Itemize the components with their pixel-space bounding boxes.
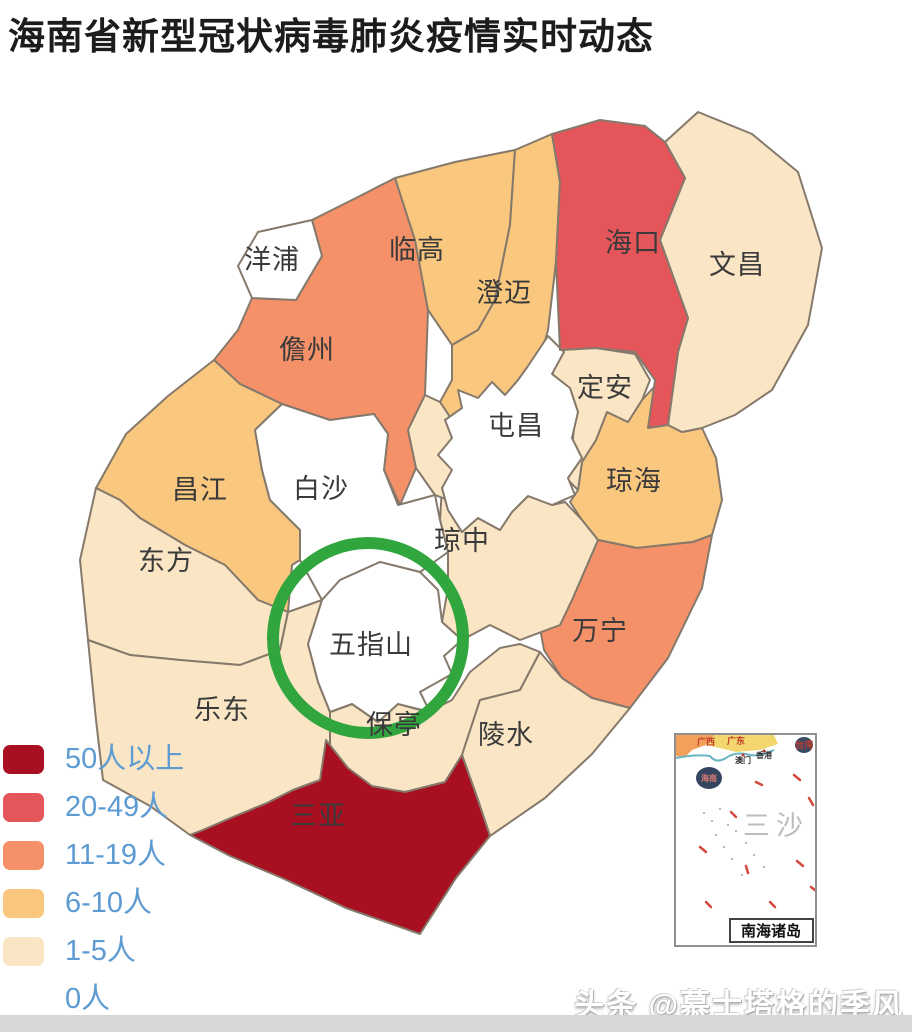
inset-label: 澳门 xyxy=(735,755,751,765)
legend-label: 50人以上 xyxy=(65,743,185,775)
south-china-sea-inset: 广西 广东澳门 香港 台湾海南 三沙 南海诸岛 xyxy=(674,733,817,947)
inset-taiwan-blob xyxy=(795,737,813,753)
region-yangpu[interactable] xyxy=(237,219,323,301)
region-haikou[interactable] xyxy=(551,119,689,429)
legend-label: 1-5人 xyxy=(65,935,136,967)
nanhai-islands-label: 南海诸岛 xyxy=(741,922,801,940)
legend-swatch xyxy=(3,745,44,774)
legend-label: 20-49人 xyxy=(65,791,169,823)
inset-sansha-label: 三沙 xyxy=(743,811,809,841)
inset-label: 台湾 xyxy=(795,739,813,750)
inset-hainan-blob xyxy=(696,767,722,789)
region-wuzhishan[interactable] xyxy=(307,561,463,723)
legend-swatch xyxy=(3,985,44,1014)
inset-guangxi-shape xyxy=(676,735,714,758)
legend-item-3: 11-19人 xyxy=(3,841,184,870)
legend-label: 6-10人 xyxy=(65,887,153,919)
legend-swatch xyxy=(3,889,44,918)
legend-swatch xyxy=(3,793,44,822)
legend-item-6: 0人 xyxy=(3,985,184,1014)
inset-label: 香港 xyxy=(755,750,773,760)
inset-label: 海南 xyxy=(701,773,717,783)
inset-macau-dot xyxy=(741,753,745,757)
bottom-bar xyxy=(0,1015,912,1032)
region-tunchang[interactable] xyxy=(437,335,583,533)
inset-coastline xyxy=(676,749,775,762)
island-dashes-icon xyxy=(698,773,815,909)
legend-item-5: 1-5人 xyxy=(3,937,184,966)
legend-label: 11-19人 xyxy=(65,839,167,871)
inset-hongkong-dot xyxy=(762,749,766,753)
region-sanya[interactable] xyxy=(189,739,491,935)
inset-label: 广东 xyxy=(727,735,745,746)
legend-item-1: 50人以上 xyxy=(3,745,184,774)
legend-item-2: 20-49人 xyxy=(3,793,184,822)
island-dots-icon xyxy=(703,808,765,876)
legend: 50人以上 20-49人 11-19人 6-10人 1-5人 0人 xyxy=(3,745,184,1014)
legend-label: 0人 xyxy=(65,983,111,1015)
wuzhishan-highlight-circle-icon xyxy=(267,537,469,739)
inset-guangdong-shape xyxy=(706,735,778,752)
nanhai-box xyxy=(729,918,814,943)
inset-label: 广西 xyxy=(697,736,715,747)
legend-swatch xyxy=(3,937,44,966)
legend-item-4: 6-10人 xyxy=(3,889,184,918)
page-title: 海南省新型冠状病毒肺炎疫情实时动态 xyxy=(8,16,654,57)
region-lingshui[interactable] xyxy=(461,651,631,837)
region-wenchang[interactable] xyxy=(659,111,823,433)
legend-swatch xyxy=(3,841,44,870)
